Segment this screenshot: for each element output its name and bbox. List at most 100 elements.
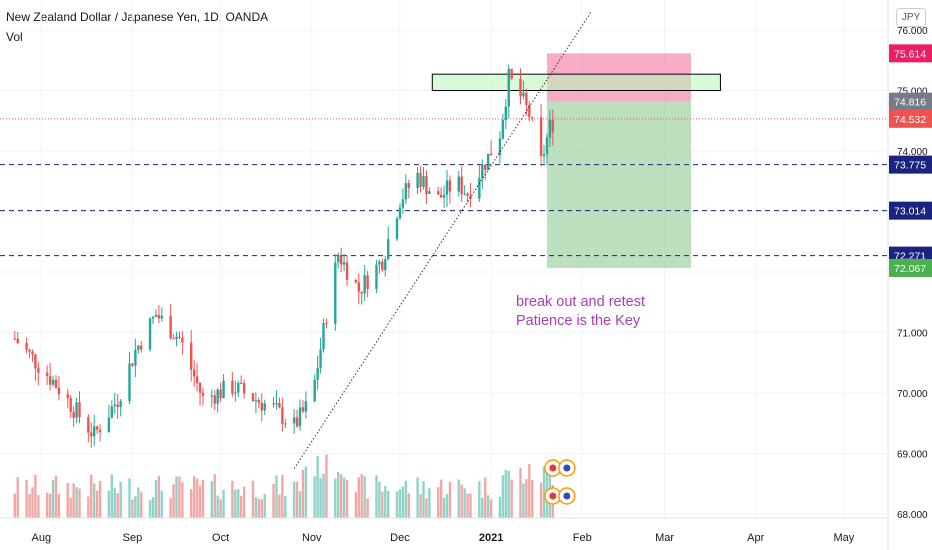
candle-down (484, 164, 487, 170)
volume-bar (190, 489, 193, 518)
volume-bar (272, 483, 275, 518)
time-tick-label: Feb (573, 532, 592, 544)
candle-up (75, 402, 78, 418)
price-tick-label: 69.000 (897, 450, 928, 461)
candle-down (301, 407, 305, 412)
volume-bar (234, 489, 237, 518)
candle-up (486, 153, 490, 170)
note-line-2: Patience is the Key (516, 313, 641, 329)
volume-bar (216, 495, 219, 518)
candle-down (34, 354, 37, 369)
candle-down (278, 402, 281, 408)
candle-down (116, 404, 119, 407)
volume-bar (98, 480, 102, 518)
take-profit-zone (546, 101, 692, 268)
candle-up (481, 164, 484, 179)
candle-down (366, 275, 369, 289)
price-label-text: 74.532 (894, 114, 926, 126)
candle-up (416, 172, 419, 189)
candle-up (128, 363, 131, 402)
price-axis[interactable]: 68.000 69.000 70.000 71.000 74.000 75.000 76.0… (887, 0, 932, 550)
candle-up (422, 176, 425, 187)
time-tick-label: Mar (655, 532, 674, 544)
volume-bar (181, 482, 184, 518)
candle-up (522, 92, 525, 97)
currency-button[interactable]: JPY (896, 8, 926, 27)
candle-down (181, 337, 184, 343)
volume-bar (345, 479, 349, 518)
candle-up (545, 137, 549, 155)
candle-down (192, 369, 196, 377)
candle-down (257, 399, 261, 403)
candle-up (119, 401, 122, 407)
candle-down (69, 398, 72, 412)
candle-up (113, 404, 116, 407)
candle-up (445, 180, 449, 195)
volume-bar (278, 494, 281, 518)
volume-bar (407, 493, 410, 518)
candle-down (381, 261, 384, 271)
candle-down (272, 403, 275, 405)
candle-up (216, 389, 219, 404)
volume-bar (75, 487, 78, 518)
candle-up (148, 318, 152, 350)
candle-up (110, 406, 114, 418)
candle-up (134, 349, 137, 366)
volume-bar (66, 483, 69, 518)
volume-bar (298, 491, 302, 518)
symbol-title: New Zealand Dollar / Japanese Yen, 1D, O… (6, 10, 269, 24)
volume-bar (313, 476, 316, 518)
price-tick-label: 75.000 (897, 87, 928, 98)
candle-down (489, 153, 493, 156)
candle-down (95, 426, 99, 430)
volume-bar (334, 478, 337, 518)
candle-down (357, 282, 360, 292)
candle-down (531, 117, 534, 119)
volume-bar (416, 477, 419, 518)
time-axis[interactable]: Aug Sep Oct Nov Dec 2021 Feb Mar Apr May (0, 517, 888, 544)
volume-bar (195, 478, 199, 518)
volume-bar (31, 487, 34, 518)
candle-down (260, 402, 263, 411)
candle-down (448, 180, 452, 192)
candle-down (510, 68, 513, 79)
volume-bar (140, 492, 143, 518)
trade-zones (431, 53, 721, 268)
volume-bar (213, 474, 216, 518)
time-tick-label: May (834, 532, 855, 544)
candle-up (501, 119, 505, 139)
candle-down (16, 338, 19, 344)
volume-bar (48, 493, 52, 518)
candle-up (137, 345, 140, 350)
candle-down (436, 191, 440, 195)
candle-up (275, 402, 278, 405)
volume-bar (231, 480, 234, 518)
candle-down (360, 291, 363, 294)
candle-down (28, 349, 31, 352)
volume-bar (113, 487, 116, 518)
volume-bar (342, 477, 346, 518)
price-label-text: 75.614 (894, 48, 926, 60)
volume-bar (439, 479, 443, 518)
volume-bar (154, 480, 158, 518)
price-label-last (889, 109, 932, 128)
volume-bar (463, 488, 466, 518)
candle-down (439, 194, 443, 198)
candle-down (131, 363, 134, 366)
price-tick-label: 76.000 (897, 26, 928, 37)
price-label-entry (889, 92, 932, 111)
candle-up (398, 207, 402, 219)
candle-up (154, 314, 158, 317)
candle-down (13, 338, 17, 340)
candle-down (539, 117, 543, 157)
candle-up (298, 407, 302, 427)
volume-bar (210, 481, 213, 518)
candle-down (198, 382, 202, 393)
candle-down (48, 376, 52, 385)
candle-up (375, 264, 378, 289)
candle-up (151, 316, 155, 319)
volume-bar (519, 467, 522, 518)
calendar-event-icon-dot (549, 492, 557, 500)
candle-down (169, 315, 172, 339)
